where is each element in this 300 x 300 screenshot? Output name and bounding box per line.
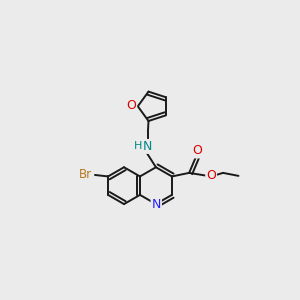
Text: N: N: [152, 199, 161, 212]
Text: O: O: [192, 144, 202, 158]
Text: H: H: [134, 141, 142, 152]
Text: N: N: [143, 140, 153, 153]
Text: Br: Br: [79, 169, 92, 182]
Text: O: O: [206, 169, 216, 182]
Text: O: O: [126, 99, 136, 112]
